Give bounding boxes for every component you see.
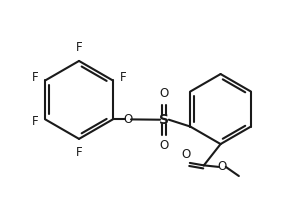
Text: F: F — [119, 71, 126, 85]
Text: F: F — [76, 146, 82, 159]
Text: S: S — [159, 113, 169, 127]
Text: F: F — [76, 41, 82, 54]
Text: O: O — [160, 139, 169, 152]
Text: O: O — [218, 160, 227, 173]
Text: F: F — [32, 71, 39, 85]
Text: O: O — [123, 113, 133, 126]
Text: O: O — [182, 148, 191, 161]
Text: F: F — [32, 115, 39, 128]
Text: O: O — [160, 87, 169, 100]
